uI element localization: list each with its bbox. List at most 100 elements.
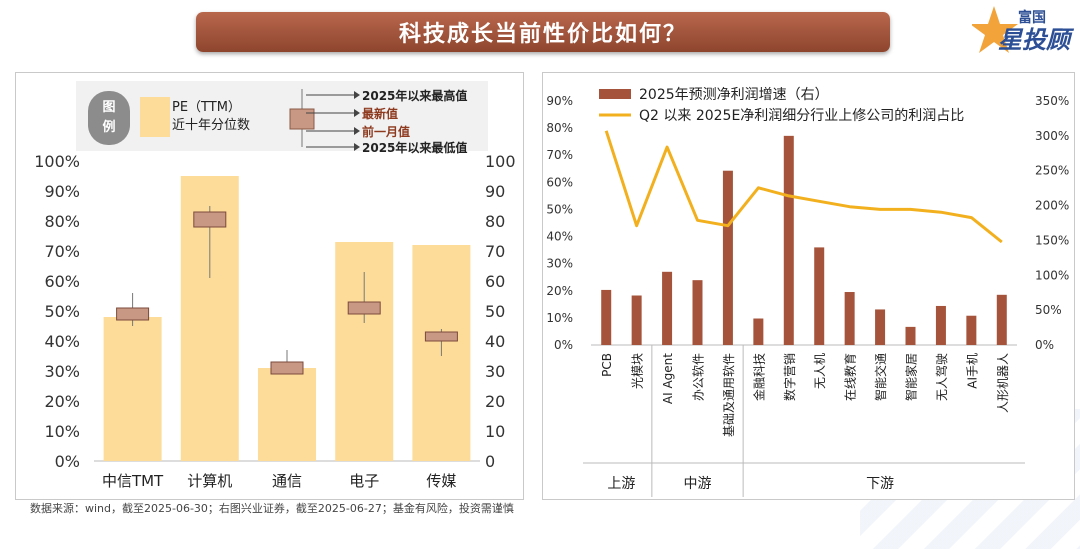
x-tick-label: AI Agent xyxy=(661,353,675,404)
y-right-tick-label: 90 xyxy=(485,182,505,201)
y-right-tick-label: 200% xyxy=(1035,199,1069,213)
y-right-tick-label: 150% xyxy=(1035,233,1069,247)
source-note: 数据来源：wind，截至2025-06-30；右图兴业证券，截至2025-06-… xyxy=(30,502,514,515)
y-right-tick-label: 300% xyxy=(1035,129,1069,143)
x-tick-label: 无人机 xyxy=(813,353,827,389)
legend-bar-label-2: 近十年分位数 xyxy=(172,118,250,133)
y-left-tick-label: 30% xyxy=(546,257,573,271)
legend-month-label: 前一月值 xyxy=(362,124,410,139)
y-left-tick-label: 20% xyxy=(546,284,573,298)
y-right-tick-label: 80 xyxy=(485,212,505,231)
y-left-tick-label: 50% xyxy=(546,202,573,216)
percentile-bar xyxy=(103,317,162,461)
y-right-tick-label: 50% xyxy=(1035,303,1062,317)
logo-bottom: 星投顾 xyxy=(998,26,1075,54)
y-left-tick-label: 70% xyxy=(546,148,573,162)
y-right-tick-label: 20 xyxy=(485,392,505,411)
y-left-tick-label: 60% xyxy=(44,272,80,291)
legend-latest-label: 最新值 xyxy=(362,106,398,121)
x-tick-label: AI手机 xyxy=(965,353,979,389)
y-right-tick-label: 0% xyxy=(1035,338,1054,352)
x-tick-label: 无人驾驶 xyxy=(934,353,949,401)
group-label: 中游 xyxy=(684,476,712,492)
growth-bar xyxy=(905,326,916,345)
upgrade-share-line xyxy=(604,130,1003,244)
x-tick-label: 办公软件 xyxy=(691,353,706,401)
profit-growth-chart: 0% 10% 20% 30% 40% 50% 60% 70% 80% 90% 0% 50% 100% 15… xyxy=(546,87,1069,497)
percentile-bar xyxy=(258,368,316,461)
growth-bar xyxy=(814,247,825,345)
x-tick-label: PCB xyxy=(600,353,614,377)
y-right-tick-label: 50 xyxy=(485,302,505,321)
y-left-tick-label: 30% xyxy=(44,362,80,381)
x-tick-label: 智能家居 xyxy=(904,353,919,401)
y-right-tick-label: 0 xyxy=(485,452,495,471)
pe-candle-box xyxy=(270,361,304,375)
x-tick-label: 中信TMT xyxy=(102,472,164,490)
y-left-tick-label: 70% xyxy=(44,242,80,261)
x-tick-label: 在线教育 xyxy=(843,353,858,401)
y-left-tick-label: 60% xyxy=(546,175,573,189)
left-chart-panel: 图例 PE（TTM） 近十年分位数 2025年以来最高值 最新值 前一月值 2025年以来最… xyxy=(15,72,524,500)
x-tick-label: 数字营销 xyxy=(782,353,797,401)
x-tick-label: 计算机 xyxy=(187,472,232,490)
y-right-tick-label: 350% xyxy=(1035,94,1069,108)
legend-max-arrow xyxy=(354,91,360,99)
growth-bar xyxy=(631,295,642,345)
legend-badge-char-2: 例 xyxy=(102,119,115,135)
y-left-tick-label: 80% xyxy=(546,121,573,135)
y-left-tick-label: 0% xyxy=(55,452,80,471)
legend-bar-label: 2025年预测净利润增速（右） xyxy=(639,87,829,103)
y-right-tick-label: 40 xyxy=(485,332,505,351)
legend-bar-label-1: PE（TTM） xyxy=(172,100,241,115)
group-label: 下游 xyxy=(866,476,894,492)
growth-bar xyxy=(935,305,946,345)
growth-bar xyxy=(601,289,612,345)
legend-month-arrow xyxy=(354,127,360,135)
y-right-tick-label: 250% xyxy=(1035,164,1069,178)
x-tick-label: 基础及通用软件 xyxy=(722,353,736,437)
pe-candle-box xyxy=(193,211,227,228)
y-left-tick-label: 100% xyxy=(34,152,80,171)
y-right-tick-label: 100% xyxy=(1035,268,1069,282)
y-left-tick-label: 20% xyxy=(44,392,80,411)
y-left-tick-label: 40% xyxy=(44,332,80,351)
y-left-tick-label: 90% xyxy=(546,94,573,108)
growth-bar xyxy=(692,280,703,345)
x-tick-label: 通信 xyxy=(272,472,302,490)
y-left-tick-label: 90% xyxy=(44,182,80,201)
x-tick-label: 智能交通 xyxy=(873,353,888,401)
y-left-tick-label: 10% xyxy=(44,422,80,441)
growth-bar xyxy=(662,271,673,345)
group-label: 上游 xyxy=(607,476,635,492)
valuation-chart: 图例 PE（TTM） 近十年分位数 2025年以来最高值最新值前一月值2025年以来最… xyxy=(34,81,516,490)
legend-max-label: 2025年以来最高值 xyxy=(362,88,467,103)
x-tick-label: 人形机器人 xyxy=(996,353,1010,413)
y-left-tick-label: 40% xyxy=(546,230,573,244)
star-icon xyxy=(972,6,1018,53)
legend-badge xyxy=(88,91,130,145)
y-left-tick-label: 50% xyxy=(44,302,80,321)
y-right-tick-label: 60 xyxy=(485,272,505,291)
growth-bar xyxy=(966,315,977,345)
title-banner: 科技成长当前性价比如何？ xyxy=(196,12,890,52)
logo-top: 富国 xyxy=(1018,9,1046,26)
x-tick-label: 金融科技 xyxy=(751,353,766,401)
y-right-tick-label: 70 xyxy=(485,242,505,261)
right-chart-panel: 0% 10% 20% 30% 40% 50% 60% 70% 80% 90% 0% 50% 100% 15… xyxy=(542,72,1075,500)
growth-bar xyxy=(722,170,733,345)
pe-candle-box xyxy=(347,301,381,315)
growth-bar xyxy=(875,309,886,345)
pe-candle-box xyxy=(116,307,150,321)
y-right-tick-label: 10 xyxy=(485,422,505,441)
legend-bar-swatch xyxy=(599,89,631,99)
y-left-tick-label: 80% xyxy=(44,212,80,231)
legend-bar-swatch xyxy=(140,97,170,137)
legend-min-arrow xyxy=(354,143,360,151)
growth-bar xyxy=(996,294,1007,345)
legend-candle-box xyxy=(289,108,315,130)
legend-latest-arrow xyxy=(354,109,360,117)
x-tick-label: 传媒 xyxy=(426,472,456,490)
page-title: 科技成长当前性价比如何？ xyxy=(398,22,687,47)
legend-badge-char-1: 图 xyxy=(102,100,115,115)
